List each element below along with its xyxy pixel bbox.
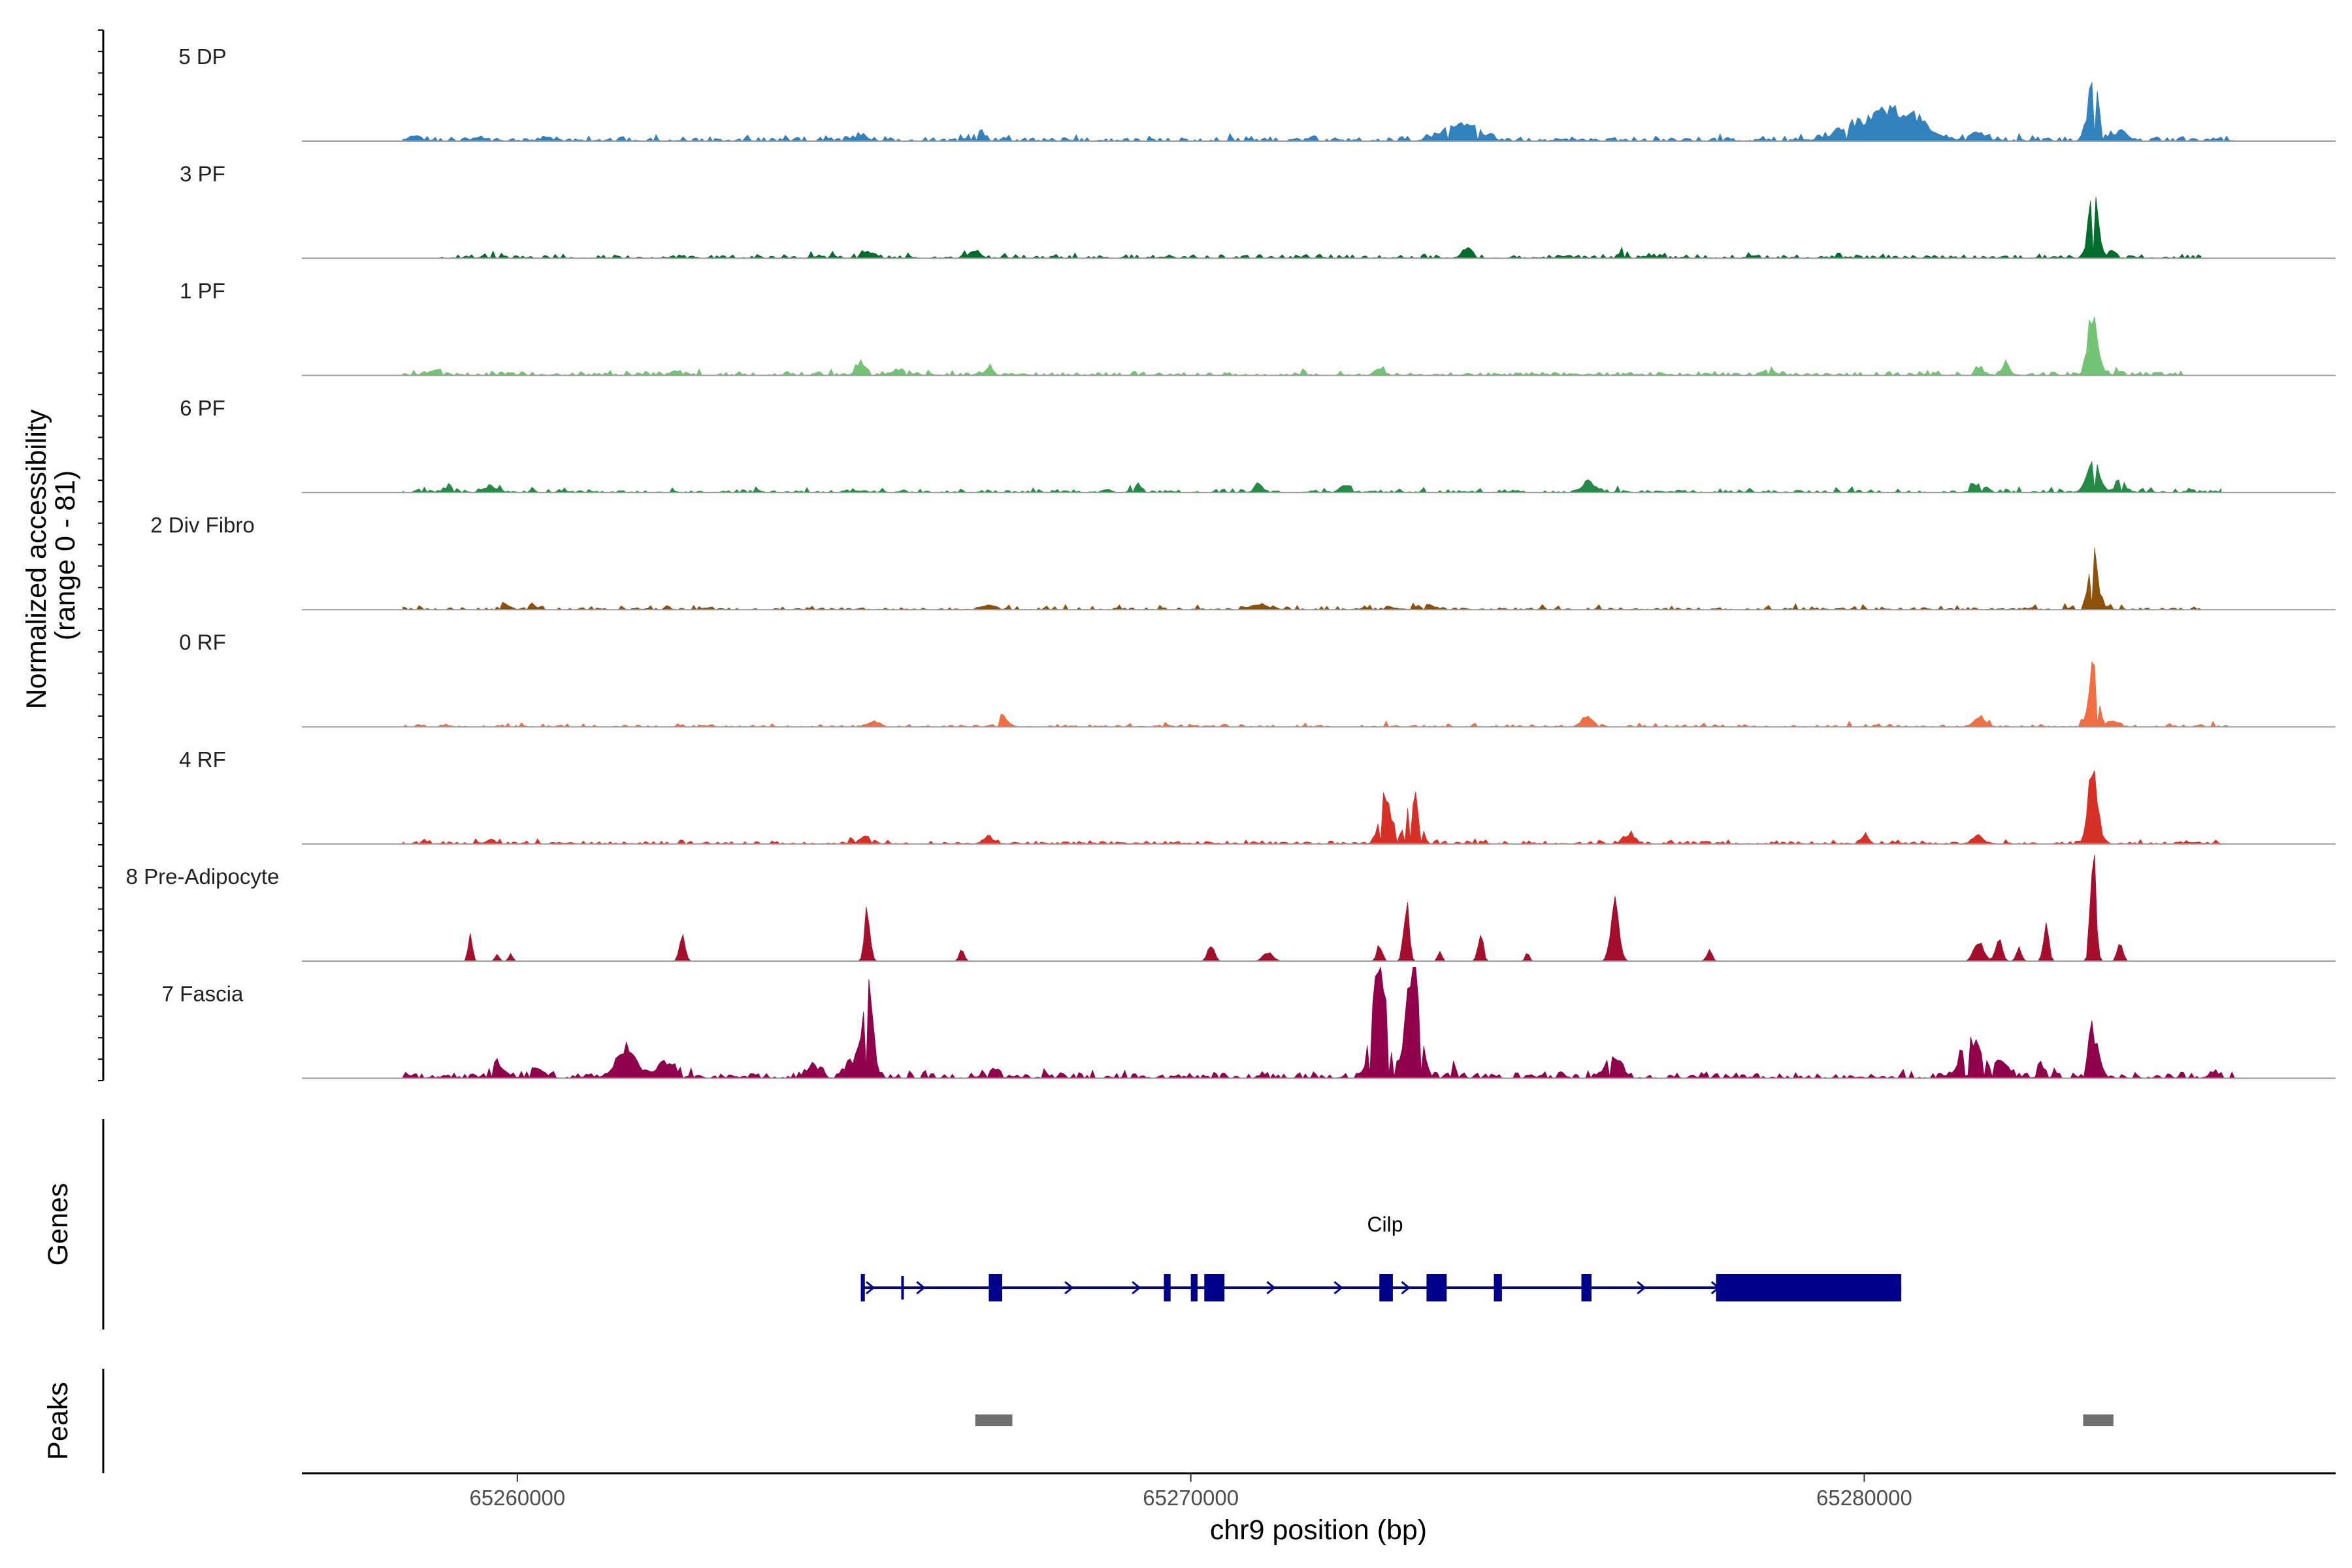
strand-arrow — [1401, 1281, 1411, 1295]
peak-regions — [975, 1414, 2114, 1426]
gene-label: Cilp — [1367, 1213, 1403, 1236]
x-tick-label: 65260000 — [469, 1486, 565, 1510]
strand-arrow — [1637, 1281, 1646, 1295]
track-label: 0 RF — [179, 630, 226, 655]
coverage-area — [402, 82, 2235, 142]
track-label: 7 Fascia — [162, 981, 244, 1005]
y-axis-title-line2: (range 0 - 81) — [50, 470, 81, 641]
peaks-panel-label: Peaks — [42, 1382, 74, 1460]
track-label: 4 RF — [179, 747, 226, 772]
gene-exon — [988, 1274, 1003, 1301]
track-label: 1 PF — [180, 279, 225, 303]
genes-panel: Genes Cilp — [42, 1119, 1902, 1330]
gene-exon — [1494, 1274, 1502, 1301]
track-label: 8 Pre-Adipocyte — [126, 864, 280, 889]
track-4-rf: 4 RF — [179, 747, 2336, 845]
coverage-area — [402, 770, 2221, 845]
gene-model — [860, 1274, 1902, 1301]
strand-arrow — [866, 1281, 875, 1295]
strand-arrow — [1333, 1281, 1343, 1295]
track-label: 3 PF — [180, 161, 225, 186]
genes-panel-label: Genes — [42, 1183, 74, 1266]
y-axis: Normalized accessibility (range 0 - 81) — [21, 29, 105, 1081]
track-6-pf: 6 PF — [180, 396, 2336, 493]
gene-exon — [1426, 1274, 1447, 1301]
peak-region — [2083, 1414, 2114, 1426]
gene-exon — [1581, 1274, 1592, 1301]
gene-exon — [901, 1276, 904, 1299]
track-7-fascia: 7 Fascia — [162, 966, 2336, 1079]
gene-exon — [1716, 1274, 1902, 1301]
coverage-area — [402, 547, 2202, 610]
track-label: 5 DP — [178, 44, 226, 69]
coverage-area — [402, 854, 2221, 962]
track-5-dp: 5 DP — [178, 44, 2336, 142]
strand-arrow — [1710, 1281, 1721, 1295]
x-tick-label: 65280000 — [1816, 1486, 1912, 1510]
gene-exon — [860, 1274, 865, 1301]
gene-exon — [1379, 1274, 1393, 1301]
strand-arrow — [1266, 1281, 1276, 1295]
gene-exon — [1204, 1274, 1225, 1301]
peak-region — [975, 1414, 1013, 1426]
coverage-area — [436, 197, 2202, 259]
strand-arrow — [916, 1281, 926, 1295]
x-axis: 65260000 65270000 65280000 chr9 position (… — [302, 1472, 2336, 1546]
track-8-pre-adipocyte: 8 Pre-Adipocyte — [126, 854, 2336, 962]
y-axis-title: Normalized accessibility (range 0 - 81) — [21, 402, 81, 710]
track-1-pf: 1 PF — [180, 279, 2336, 376]
gene-exon — [1164, 1274, 1171, 1301]
x-tick-label: 65270000 — [1143, 1486, 1239, 1510]
track-label: 6 PF — [180, 396, 225, 420]
coverage-area — [402, 316, 2188, 376]
track-2-div-fibro: 2 Div Fibro — [150, 513, 2336, 611]
track-label: 2 Div Fibro — [150, 513, 255, 537]
x-axis-title: chr9 position (bp) — [1210, 1514, 1427, 1546]
coverage-area — [402, 461, 2222, 493]
track-0-rf: 0 RF — [179, 630, 2336, 728]
strand-arrow — [1064, 1281, 1074, 1295]
y-axis-title-line1: Normalized accessibility — [21, 409, 52, 709]
coverage-area — [402, 661, 2235, 728]
coverage-area — [402, 966, 2236, 1079]
coverage-tracks: 5 DP 3 PF 1 PF 6 PF 2 Div Fibro 0 RF 4 RF 8 Pre… — [126, 44, 2336, 1079]
strand-arrow — [1132, 1281, 1141, 1295]
peaks-panel: Peaks — [42, 1369, 2114, 1473]
track-3-pf: 3 PF — [180, 161, 2336, 259]
x-axis-ticks: 65260000 65270000 65280000 — [469, 1473, 1912, 1510]
y-axis-ticks — [98, 29, 103, 1081]
gene-exon — [1190, 1274, 1198, 1301]
